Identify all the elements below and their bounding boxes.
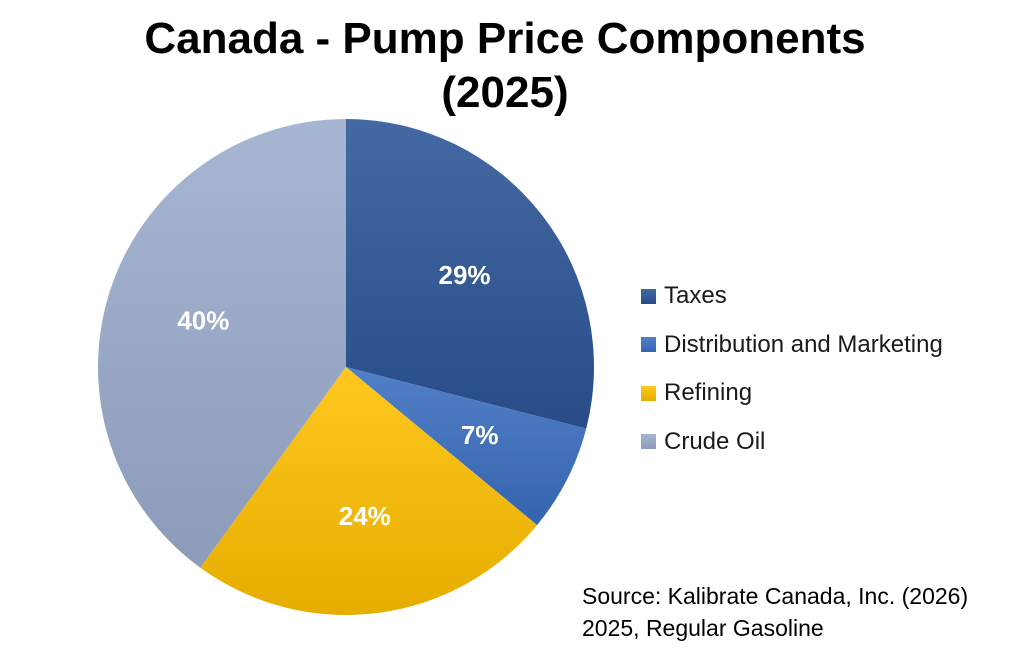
- legend: Taxes Distribution and Marketing Refinin…: [641, 272, 943, 466]
- legend-swatch-crude-oil: [641, 434, 656, 450]
- chart-title-line-2: (2025): [441, 68, 569, 117]
- legend-swatch-taxes: [641, 288, 656, 304]
- legend-item-distribution: Distribution and Marketing: [641, 321, 943, 370]
- legend-label-distribution: Distribution and Marketing: [664, 330, 943, 358]
- pie-slice-crude-oil: [97, 119, 347, 568]
- legend-swatch-distribution: [641, 337, 656, 353]
- source-line-2: 2025, Regular Gasoline: [582, 615, 824, 641]
- chart-title-line-1: Canada - Pump Price Components: [144, 14, 866, 63]
- legend-label-taxes: Taxes: [664, 282, 727, 310]
- slice-label-taxes: 29%: [438, 260, 490, 290]
- slice-label-distribution-and-marketing: 7%: [461, 420, 499, 450]
- source-note: Source: Kalibrate Canada, Inc. (2026) 20…: [582, 580, 968, 644]
- slice-label-crude-oil: 40%: [177, 306, 229, 336]
- pie-slice-distribution-and-marketing: [346, 367, 587, 526]
- legend-item-crude-oil: Crude Oil: [641, 418, 943, 467]
- source-line-1: Source: Kalibrate Canada, Inc. (2026): [582, 583, 969, 609]
- legend-label-crude-oil: Crude Oil: [664, 427, 766, 455]
- chart-title: Canada - Pump Price Components (2025): [0, 12, 1010, 120]
- legend-item-refining: Refining: [641, 369, 943, 418]
- pie-slice-taxes: [346, 119, 594, 429]
- pie-slice-refining: [200, 367, 538, 615]
- slice-label-refining: 24%: [339, 501, 391, 531]
- legend-swatch-refining: [641, 385, 656, 401]
- legend-item-taxes: Taxes: [641, 272, 943, 321]
- legend-label-refining: Refining: [664, 379, 753, 407]
